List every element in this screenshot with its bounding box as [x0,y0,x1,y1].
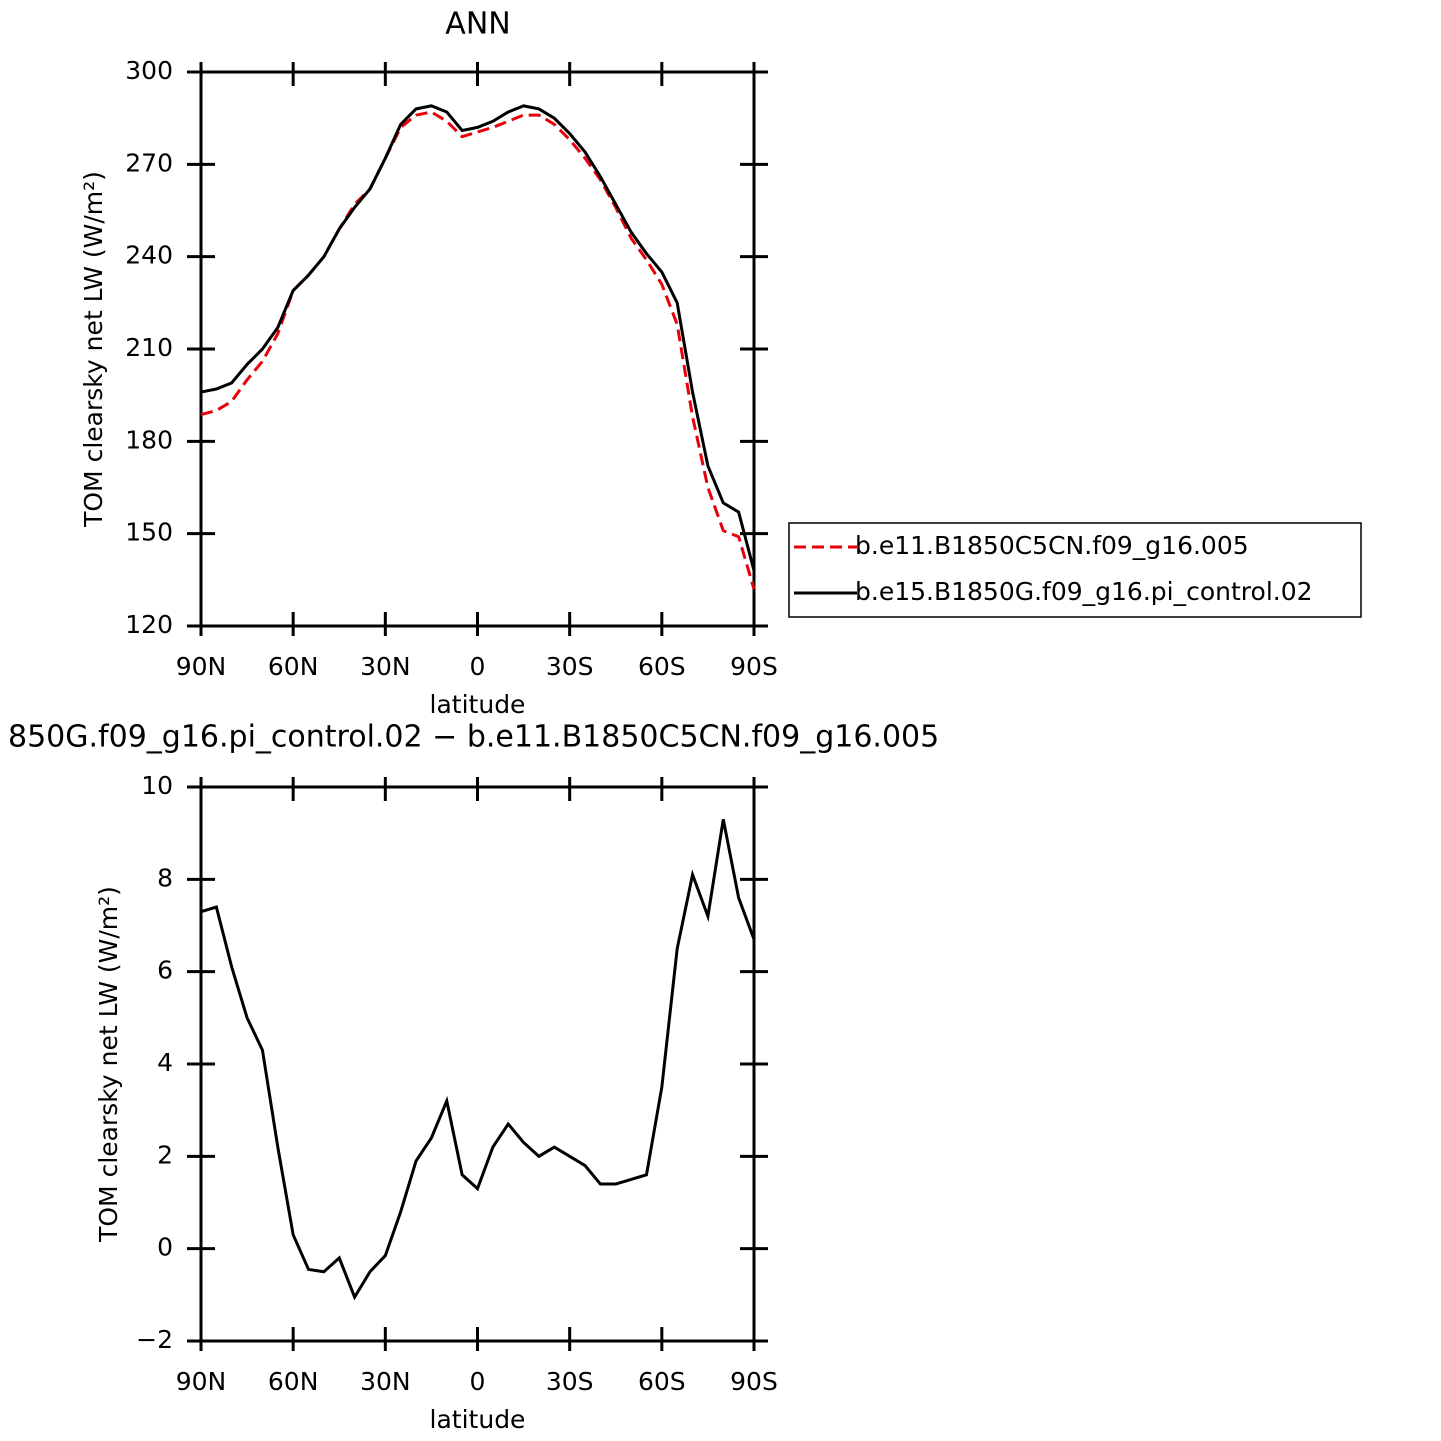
y-axis-label: TOM clearsky net LW (W/m²) [79,171,108,528]
legend-box [788,522,1362,618]
plot-frame [199,785,756,1343]
x-tick-label: 90N [176,1367,227,1396]
x-tick-label: 30S [546,1367,594,1396]
y-tick-label: 0 [157,1233,173,1262]
x-tick-label: 60N [268,652,319,681]
y-tick-label: 2 [157,1140,173,1169]
x-tick-label: 60N [268,1367,319,1396]
x-axis-label: latitude [430,690,526,719]
data-line [200,819,756,1301]
x-axis-label: latitude [430,1405,526,1434]
x-tick-label: 0 [470,652,486,681]
y-tick-label: 6 [157,956,173,985]
x-tick-label: 60S [638,652,686,681]
chart-title: 850G.f09_g16.pi_control.02 − b.e11.B1850… [8,720,939,755]
y-tick-label: 120 [125,610,173,639]
plot-frame [199,70,756,628]
y-axis-label: TOM clearsky net LW (W/m²) [94,886,123,1243]
y-tick-label: −2 [136,1325,173,1354]
y-tick-label: 240 [125,241,173,270]
y-tick-label: 4 [157,1048,173,1077]
x-tick-label: 90N [176,652,227,681]
legend-label: b.e11.B1850C5CN.f09_g16.005 [855,531,1249,560]
y-tick-label: 180 [125,425,173,454]
x-tick-label: 60S [638,1367,686,1396]
y-tick-label: 10 [141,771,173,800]
y-tick-label: 210 [125,333,173,362]
y-tick-label: 270 [125,148,173,177]
y-tick-label: 300 [125,56,173,85]
data-line [200,104,756,571]
x-tick-label: 30S [546,652,594,681]
x-tick-label: 90S [730,1367,778,1396]
data-line [200,110,756,590]
x-tick-label: 90S [730,652,778,681]
legend-label: b.e15.B1850G.f09_g16.pi_control.02 [855,577,1313,606]
y-tick-label: 150 [125,518,173,547]
x-tick-label: 30N [360,652,411,681]
y-tick-label: 8 [157,863,173,892]
x-tick-label: 30N [360,1367,411,1396]
chart-title: ANN [445,7,510,42]
x-tick-label: 0 [470,1367,486,1396]
